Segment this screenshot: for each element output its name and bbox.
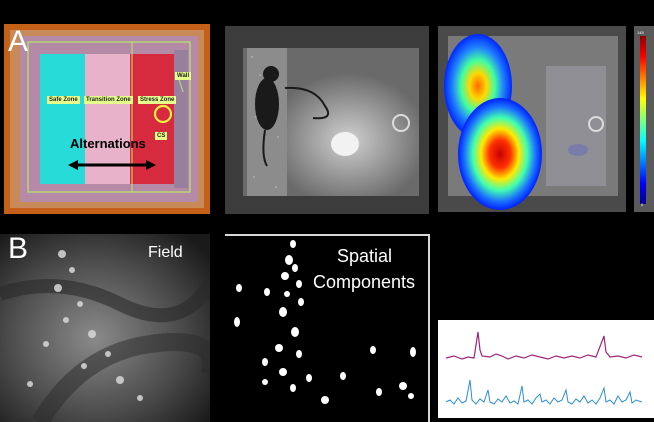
calcium-traces-plot [445,331,643,405]
occupancy-heatmap [438,26,626,212]
calcium-field-panel: Field [0,234,210,422]
spatial-components-image [234,240,416,404]
stress-zone-label: Stress Zone [138,96,177,104]
calcium-field-image [0,234,210,422]
mouse-photo-image [225,26,429,214]
colorbar-gradient [640,36,646,204]
trace-magenta [445,331,643,360]
wall-label: Wall [175,72,192,80]
panel-b-letter: B [8,232,29,265]
panel-a-letter: A [8,25,29,58]
spatial-label-line2: Components [313,272,416,292]
heatmap-colorbar: 145 0 [634,26,654,212]
colorbar-max-label: 145 [637,30,644,35]
mouse-photo-panel [225,26,429,214]
safe-zone-label: Safe Zone [47,96,80,104]
spatial-label-line1: Spatial [337,246,393,266]
calcium-traces-panel [438,320,654,418]
occupancy-heatmap-panel [438,26,626,212]
alternations-label: Alternations [70,136,146,151]
trace-blue [445,379,643,405]
spatial-components-panel: Spatial Components [225,234,430,422]
colorbar-min-label: 0 [641,202,644,207]
arena-zones-panel: Safe Zone Transition Zone Stress Zone Wa… [0,20,212,216]
cs-label: CS [155,132,168,140]
transition-zone-label: Transition Zone [84,96,133,104]
field-label: Field [148,244,183,261]
arena-zones-image [4,24,210,214]
